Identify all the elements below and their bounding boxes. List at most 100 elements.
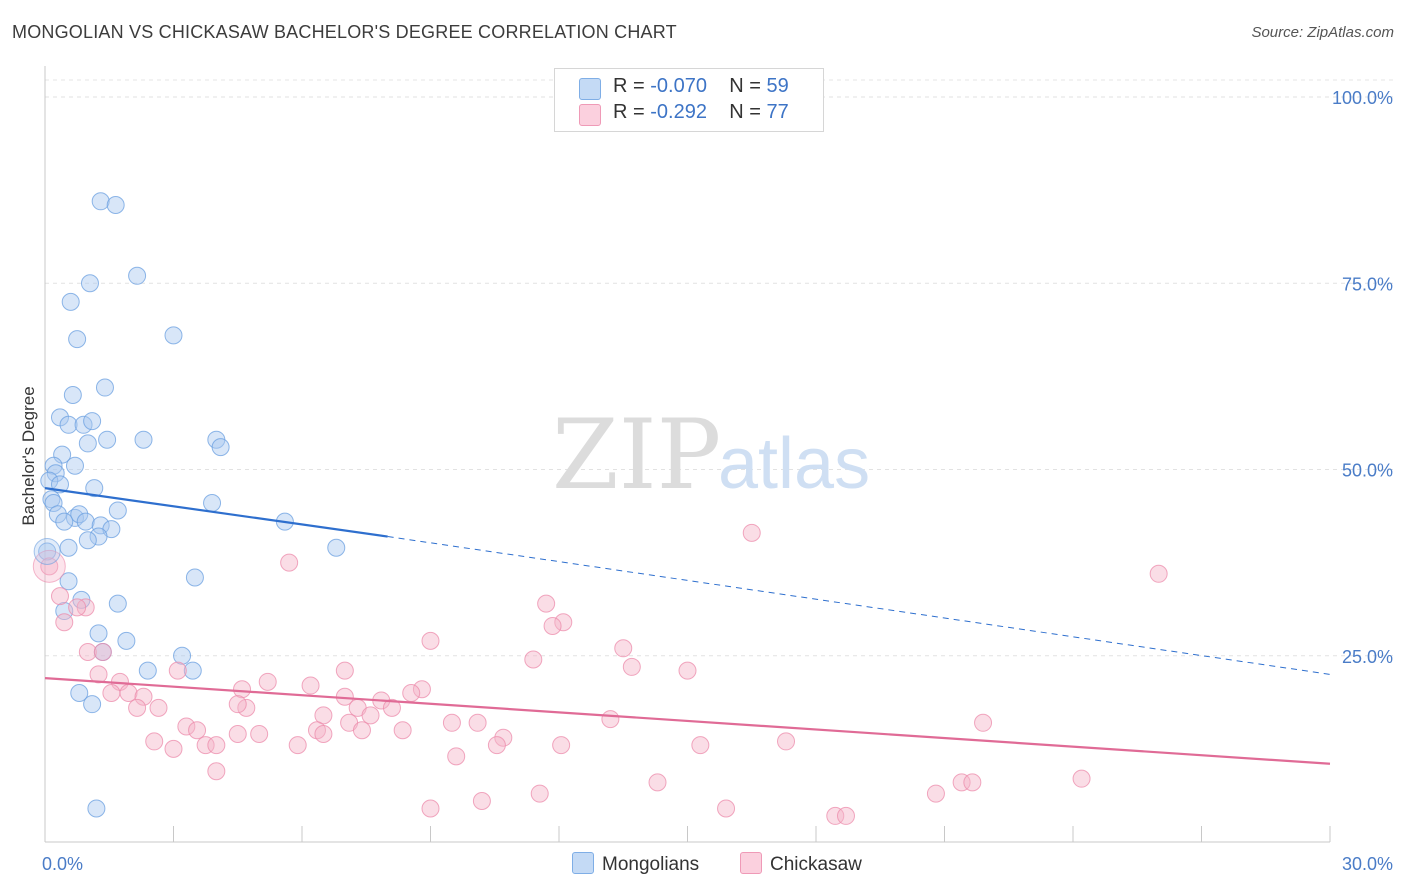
point-mongolians xyxy=(91,516,110,535)
data-points xyxy=(32,192,1168,825)
y-axis-label: Bachelor's Degree xyxy=(19,386,38,525)
legend-r-value: -0.070 xyxy=(650,75,707,97)
y-tick-label: 25.0% xyxy=(1342,647,1393,667)
point-mongolians xyxy=(83,412,102,431)
point-mongolians xyxy=(65,456,84,475)
point-mongolians xyxy=(59,572,78,591)
point-chickasaw xyxy=(487,736,506,755)
point-chickasaw xyxy=(614,639,633,658)
point-chickasaw xyxy=(119,684,138,702)
point-chickasaw xyxy=(691,736,710,755)
point-chickasaw xyxy=(648,773,667,792)
point-mongolians xyxy=(108,594,127,613)
point-chickasaw xyxy=(447,747,466,766)
point-mongolians xyxy=(211,438,230,457)
point-chickasaw xyxy=(237,698,256,717)
point-mongolians xyxy=(91,192,110,211)
point-mongolians xyxy=(108,501,127,520)
point-mongolians xyxy=(87,799,106,818)
legend-n-label: N = xyxy=(729,101,761,123)
point-mongolians xyxy=(95,378,114,397)
point-chickasaw xyxy=(288,736,307,755)
bottom-legend-label: Chickasaw xyxy=(770,854,862,875)
point-chickasaw xyxy=(777,732,796,751)
point-chickasaw xyxy=(207,762,226,781)
point-mongolians xyxy=(98,430,117,449)
point-mongolians xyxy=(83,695,102,714)
legend-n-label: N = xyxy=(729,75,761,97)
trend-chickasaw xyxy=(44,677,1331,765)
point-chickasaw xyxy=(280,553,299,572)
point-chickasaw xyxy=(554,613,573,632)
point-chickasaw xyxy=(382,698,401,717)
point-mongolians xyxy=(44,494,63,513)
y-tick-label: 50.0% xyxy=(1342,461,1393,481)
point-chickasaw xyxy=(926,784,945,803)
point-mongolians xyxy=(164,326,183,345)
point-chickasaw xyxy=(50,587,69,606)
point-mongolians xyxy=(48,505,67,524)
point-mongolians xyxy=(78,531,97,550)
point-chickasaw xyxy=(494,728,513,747)
point-chickasaw xyxy=(177,717,196,736)
point-chickasaw xyxy=(421,631,440,650)
point-mongolians xyxy=(78,434,97,453)
point-chickasaw xyxy=(421,799,440,818)
x-tick-label: 0.0% xyxy=(42,854,83,874)
point-mongolians xyxy=(59,538,78,557)
point-chickasaw xyxy=(963,773,982,792)
point-mongolians xyxy=(76,512,95,531)
point-chickasaw xyxy=(952,773,971,792)
point-chickasaw xyxy=(196,736,215,755)
point-mongolians xyxy=(89,527,108,546)
point-chickasaw xyxy=(301,676,320,695)
point-chickasaw xyxy=(468,713,487,732)
legend-n-value: 77 xyxy=(766,101,789,123)
point-mongolians-large xyxy=(33,537,61,565)
point-mongolians xyxy=(134,430,153,449)
point-mongolians xyxy=(327,538,346,557)
point-chickasaw xyxy=(68,598,87,617)
point-mongolians xyxy=(85,479,104,498)
point-chickasaw xyxy=(258,672,277,691)
point-mongolians xyxy=(70,505,89,524)
trend-lines xyxy=(44,487,1331,765)
trend-extension-mongolians xyxy=(387,536,1331,675)
point-chickasaw xyxy=(393,721,412,740)
point-mongolians xyxy=(80,274,99,293)
point-mongolians xyxy=(185,568,204,587)
point-mongolians xyxy=(128,266,147,285)
point-chickasaw xyxy=(524,650,543,669)
point-mongolians xyxy=(173,646,192,665)
point-chickasaw xyxy=(472,792,491,811)
point-chickasaw xyxy=(1072,769,1091,788)
point-chickasaw xyxy=(974,713,993,732)
legend-r-value: -0.292 xyxy=(650,101,707,123)
point-chickasaw xyxy=(335,661,354,680)
point-chickasaw xyxy=(352,721,371,740)
point-mongolians xyxy=(106,196,125,215)
point-mongolians xyxy=(183,661,202,680)
point-chickasaw xyxy=(188,721,207,740)
axes xyxy=(44,66,1331,843)
y-tick-label: 75.0% xyxy=(1342,274,1393,294)
point-chickasaw xyxy=(314,724,333,743)
point-mongolians xyxy=(203,494,222,513)
point-mongolians xyxy=(44,456,63,475)
point-chickasaw xyxy=(145,732,164,751)
point-chickasaw xyxy=(55,613,74,632)
point-chickasaw xyxy=(102,684,121,702)
point-mongolians xyxy=(59,415,78,434)
chart-title: MONGOLIAN VS CHICKASAW BACHELOR'S DEGREE… xyxy=(12,22,677,42)
series-chickasaw xyxy=(40,523,1168,825)
point-chickasaw xyxy=(678,661,697,680)
point-chickasaw xyxy=(89,665,108,684)
point-chickasaw xyxy=(233,680,252,699)
correlation-legend: R = -0.070 N = 59 R = -0.292 N = 77 xyxy=(554,68,824,132)
bottom-legend-swatch-chickasaw xyxy=(740,852,762,874)
x-tick-label: 30.0% xyxy=(1342,854,1393,874)
point-chickasaw xyxy=(402,684,421,702)
source-label: Source: ZipAtlas.com xyxy=(1251,24,1394,41)
point-chickasaw xyxy=(207,736,226,755)
point-mongolians xyxy=(63,386,82,404)
